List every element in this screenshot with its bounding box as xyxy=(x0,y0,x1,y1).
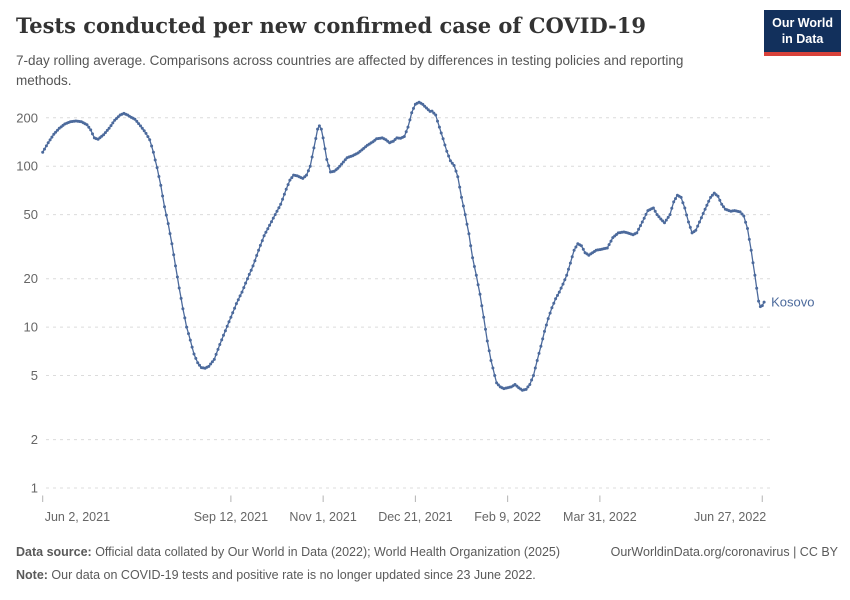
x-tick-label: Sep 12, 2021 xyxy=(194,510,268,524)
data-source-label: Data source: xyxy=(16,545,92,559)
note-text: Note: Our data on COVID-19 tests and pos… xyxy=(16,567,536,582)
chart-gridlines: 1 2 5 10 20 50 100 200 xyxy=(16,110,770,496)
x-tick-label: Jun 2, 2021 xyxy=(45,510,110,524)
owid-link[interactable]: OurWorldinData.org/coronavirus | CC BY xyxy=(610,545,838,559)
chart-footer: Data source: Official data collated by O… xyxy=(16,544,838,584)
y-tick-label: 1 xyxy=(31,481,38,496)
x-tick-label: Mar 31, 2022 xyxy=(563,510,637,524)
page-title: Tests conducted per new confirmed case o… xyxy=(16,13,647,38)
note-label: Note: xyxy=(16,567,48,582)
y-tick-label: 50 xyxy=(24,207,38,222)
y-tick-label: 100 xyxy=(16,159,38,174)
owid-logo[interactable]: Our World in Data xyxy=(764,10,841,56)
y-tick-label: 5 xyxy=(31,368,38,383)
y-tick-label: 10 xyxy=(24,320,38,335)
x-tick-label: Feb 9, 2022 xyxy=(474,510,541,524)
data-source-text: Data source: Official data collated by O… xyxy=(16,545,561,559)
series-end-label: Kosovo xyxy=(771,295,814,310)
series-dots xyxy=(41,100,766,392)
x-tick-label: Dec 21, 2021 xyxy=(378,510,452,524)
y-tick-label: 20 xyxy=(24,271,38,286)
y-tick-label: 200 xyxy=(16,110,38,125)
x-tick-label: Jun 27, 2022 xyxy=(694,510,766,524)
y-tick-label: 2 xyxy=(31,432,38,447)
x-axis: Jun 2, 2021 Sep 12, 2021 Nov 1, 2021 Dec 21… xyxy=(42,495,766,524)
x-tick-label: Nov 1, 2021 xyxy=(289,510,356,524)
chart-subtitle: 7-day rolling average. Comparisons acros… xyxy=(16,53,684,88)
owid-logo-line2: in Data xyxy=(781,32,824,47)
owid-logo-line1: Our World xyxy=(772,16,833,30)
